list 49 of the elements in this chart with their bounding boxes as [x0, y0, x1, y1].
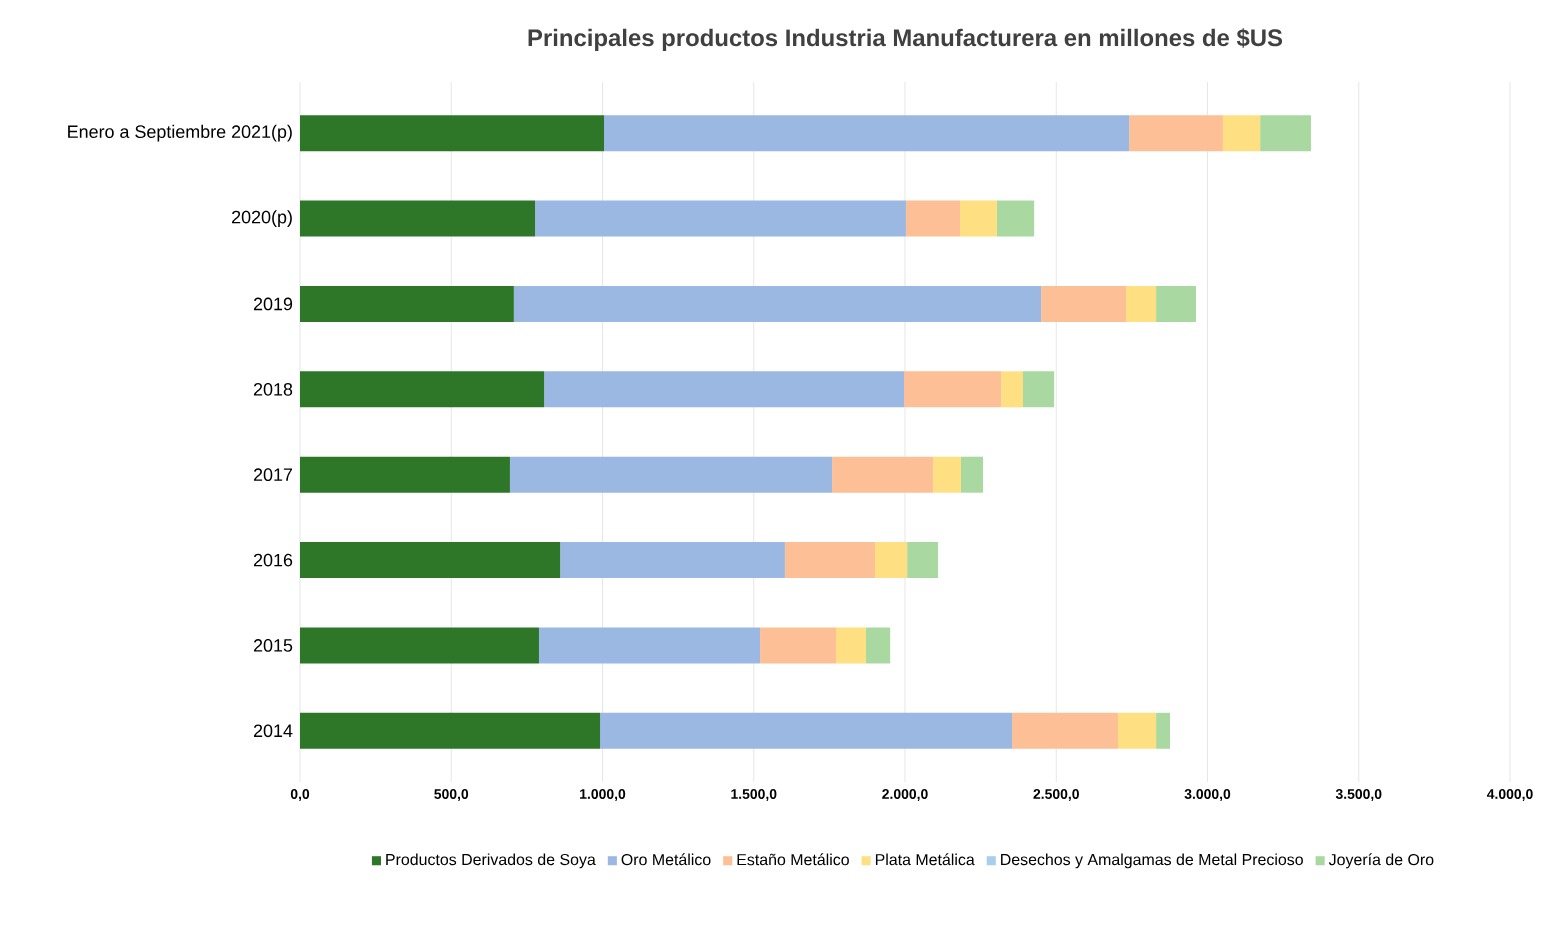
bar: [907, 542, 938, 579]
bar: [300, 712, 601, 749]
y-tick-label: Enero a Septiembre 2021(p): [68, 124, 292, 142]
bar: [535, 200, 906, 237]
y-tick-label: 2016: [253, 553, 293, 567]
bar: [1126, 285, 1157, 322]
bar: [300, 115, 605, 152]
y-tick-label: 2019: [253, 297, 293, 311]
y-tick-label: 2015: [253, 639, 293, 652]
chart-title: Principales productos Industria Manufacturera en millones de $US: [528, 28, 1283, 52]
bar: [1117, 712, 1157, 749]
y-tick-label: 2014: [253, 724, 293, 738]
bar: [865, 627, 891, 664]
bar: [300, 285, 514, 322]
bar: [760, 627, 837, 664]
bar: [933, 456, 961, 493]
y-tick-label: 2017: [253, 468, 293, 482]
bar: [300, 542, 561, 579]
bar: [1222, 115, 1261, 152]
y-tick-label: 2018: [253, 382, 293, 396]
bar: [1041, 285, 1127, 322]
bar: [544, 371, 905, 408]
bar: [1012, 712, 1118, 749]
bar: [604, 115, 1130, 152]
bar: [875, 542, 908, 579]
bar: [1129, 115, 1223, 152]
bar: [300, 200, 536, 237]
bar: [509, 456, 833, 493]
bar: [1260, 115, 1311, 152]
bar: [513, 285, 1042, 322]
bar: [300, 371, 545, 408]
bar: [832, 456, 934, 493]
bar: [1156, 712, 1170, 749]
bar: [1022, 371, 1055, 408]
bar: [560, 542, 785, 579]
bar: [996, 200, 1035, 237]
bar: [300, 456, 510, 493]
bar: [538, 627, 761, 664]
bar: [300, 627, 539, 664]
bar: [836, 627, 866, 664]
bar: [1156, 285, 1197, 322]
bar: [960, 200, 997, 237]
bar: [600, 712, 1013, 749]
bar: [784, 542, 876, 579]
bar: [960, 456, 984, 493]
bar: [1001, 371, 1023, 408]
bar: [905, 200, 961, 237]
y-tick-label: 2020(p): [232, 210, 292, 227]
bar: [904, 371, 1002, 408]
